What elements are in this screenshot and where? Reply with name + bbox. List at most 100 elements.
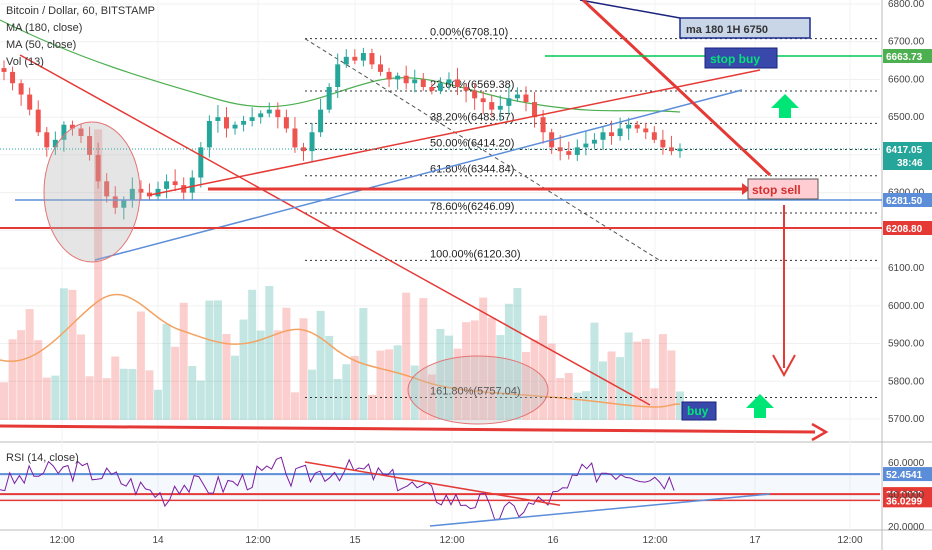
y-tick-label: 6000.00 — [888, 301, 925, 312]
bottom-arrow-head — [811, 422, 829, 442]
volume-bar — [222, 334, 231, 420]
volume-bar — [607, 351, 616, 420]
volume-bar — [128, 369, 137, 420]
rsi-tag-label: 36.0299 — [886, 496, 923, 507]
svg-text:6281.50: 6281.50 — [886, 196, 923, 207]
ma180-legend: MA (180, close) — [6, 22, 82, 34]
down-arrow-head — [772, 354, 796, 378]
candle-body — [429, 87, 435, 91]
buy-box[interactable]: buy — [681, 401, 717, 421]
volume-bar — [564, 372, 573, 420]
volume-bar — [256, 330, 265, 420]
upper-channel-line — [149, 69, 761, 196]
rsi-tag-bg — [883, 493, 932, 508]
volume-bar — [453, 348, 462, 420]
candle-body — [138, 188, 144, 193]
candles — [1, 47, 683, 220]
candle-body — [198, 147, 204, 178]
candle-body — [472, 90, 478, 99]
volume-bar — [119, 368, 128, 420]
candle-body — [309, 132, 315, 152]
x-tick-label: 15 — [349, 535, 361, 546]
rsi-pane: 52.454139.932936.029960.000040.000020.00… — [0, 456, 932, 533]
candle-body — [609, 132, 615, 137]
fib-level-label: 161.80%(5757.04) — [430, 385, 521, 397]
volume-bar — [205, 300, 214, 420]
candle-body — [343, 56, 349, 65]
volume-bars — [0, 129, 684, 420]
ma50-legend: MA (50, close) — [6, 39, 76, 51]
ma-note-box[interactable]: ma 180 1H 6750 — [679, 17, 811, 39]
volume-bar — [633, 341, 642, 420]
volume-bar — [521, 351, 530, 420]
rsi-tick-label: 20.0000 — [888, 522, 925, 533]
candle-body — [18, 83, 24, 95]
moving-averages — [0, 0, 681, 408]
candle-body — [626, 124, 632, 129]
volume-bar — [462, 322, 471, 420]
volume-bar — [470, 320, 479, 420]
volume-bar — [162, 323, 171, 420]
candle-body — [617, 128, 623, 137]
rsi-band — [0, 474, 880, 501]
candle-body — [258, 113, 264, 118]
volume-bar — [51, 375, 60, 420]
fib-retracement: 0.00%(6708.10)23.60%(6569.38)38.20%(6483… — [304, 27, 880, 398]
price-tag-6208: 6208.80 — [883, 221, 932, 235]
volume-bar — [504, 303, 513, 420]
volume-bar — [42, 377, 51, 420]
ma50-line — [0, 19, 681, 113]
volume-bar — [402, 292, 411, 420]
volume-bar — [316, 310, 325, 420]
x-tick-label: 14 — [152, 535, 164, 546]
candle-body — [523, 94, 529, 103]
volume-bar — [136, 311, 145, 420]
stop-sell-box[interactable]: stop sell — [747, 178, 819, 200]
volume-bar — [154, 389, 163, 420]
candle-body — [112, 196, 118, 208]
rsi-tick-label: 60.0000 — [888, 458, 925, 469]
svg-text:6663.73: 6663.73 — [886, 52, 923, 63]
x-tick-label: 16 — [547, 535, 559, 546]
volume-bar — [581, 391, 590, 420]
candle-body — [600, 132, 606, 140]
candle-body — [403, 75, 409, 84]
candle-body — [104, 181, 110, 197]
candle-body — [249, 117, 255, 121]
volume-bar — [496, 335, 505, 420]
volume-bar — [479, 297, 488, 420]
x-tick-label: 12:00 — [49, 535, 74, 546]
stop-buy-box[interactable]: stop buy — [704, 47, 778, 69]
candle-body — [463, 87, 469, 91]
volume-bar — [239, 319, 248, 420]
volume-bar — [556, 378, 565, 420]
candle-body — [121, 200, 127, 208]
candle-body — [87, 136, 93, 155]
volume-bar — [325, 335, 334, 420]
volume-bar — [676, 391, 684, 420]
green-up-arrow-1 — [771, 94, 799, 118]
rsi-support-line — [429, 493, 771, 527]
candle-body — [241, 120, 247, 125]
volume-bar — [367, 394, 376, 420]
volume-bar — [299, 318, 308, 420]
volume-bar — [376, 350, 385, 420]
candle-body — [181, 185, 187, 193]
candle-body — [215, 117, 221, 121]
candle-body — [378, 64, 384, 72]
volume-bar — [547, 343, 556, 420]
volume-bar — [658, 334, 667, 420]
volume-bar — [487, 317, 496, 420]
candle-body — [10, 71, 16, 84]
volume-bar — [196, 380, 205, 420]
price-tag-6417: 6417.05 38:46 — [883, 142, 932, 170]
vol-legend: Vol (13) — [6, 56, 44, 68]
candle-body — [335, 64, 341, 87]
rsi-legend: RSI (14, close) — [6, 452, 79, 464]
y-tick-label: 5900.00 — [888, 339, 925, 350]
volume-bar — [25, 309, 34, 420]
volume-bar — [171, 346, 180, 420]
steep-down-line — [581, 0, 772, 177]
candle-body — [206, 120, 212, 148]
